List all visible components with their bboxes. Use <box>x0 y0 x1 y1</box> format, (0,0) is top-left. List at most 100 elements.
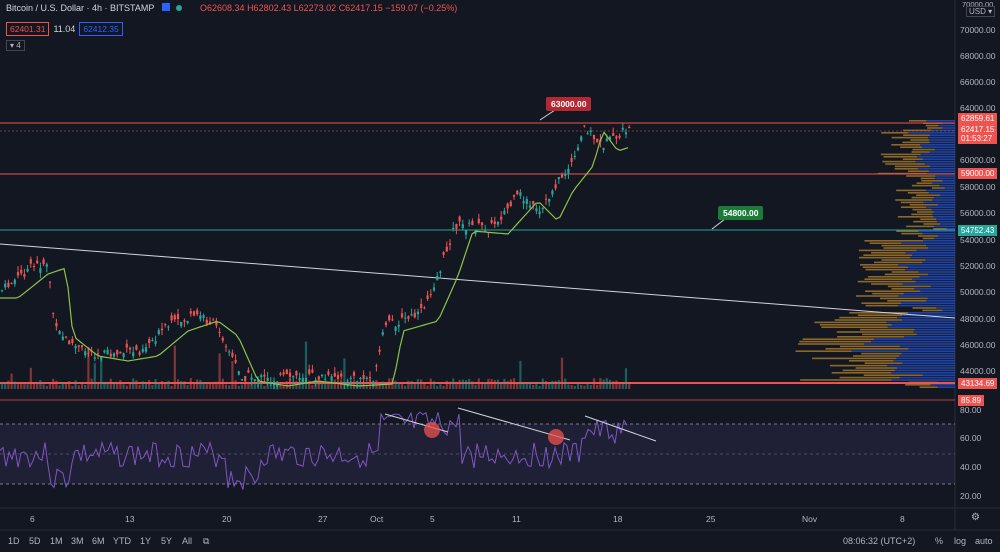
time-tick: 5 <box>430 514 435 524</box>
candle-body <box>423 307 426 309</box>
profile-bar <box>908 312 955 314</box>
profile-bar <box>893 360 955 362</box>
callout-54800[interactable]: 54800.00 <box>718 206 764 220</box>
indicators-toggle[interactable]: ▾ 4 <box>6 40 25 51</box>
range-5y[interactable]: 5Y <box>161 536 173 546</box>
candle-body <box>420 303 423 308</box>
profile-bar <box>891 271 919 273</box>
candle-body <box>448 243 452 245</box>
range-6m[interactable]: 6M <box>92 536 105 546</box>
time-tick: 20 <box>222 514 232 524</box>
volume-bar <box>378 382 381 389</box>
candle-body <box>352 372 356 376</box>
range-1m[interactable]: 1M <box>50 536 63 546</box>
price-tick: 52000.00 <box>960 261 996 271</box>
profile-bar <box>938 235 955 237</box>
volume-bar <box>560 357 564 389</box>
profile-bar <box>887 285 931 288</box>
profile-bar <box>919 276 955 278</box>
sell-button[interactable]: 62401.31 <box>6 22 50 36</box>
profile-bar <box>856 295 899 297</box>
profile-bar <box>829 364 888 367</box>
flag-icon <box>162 3 171 11</box>
volume-bar <box>253 383 256 389</box>
currency-selector[interactable]: USD ▾ <box>966 6 996 17</box>
candle-body <box>372 381 375 387</box>
candle-body <box>292 376 295 378</box>
profile-bar <box>944 187 955 189</box>
volume-bar <box>157 384 160 389</box>
candle-body <box>557 176 560 180</box>
candle-body <box>554 184 557 189</box>
candle-body <box>192 311 196 316</box>
range-5d[interactable]: 5D <box>29 536 41 546</box>
profile-bar <box>930 285 955 288</box>
date-range-icon[interactable]: ⧉ <box>203 536 210 546</box>
profile-bar <box>839 376 900 379</box>
range-1y[interactable]: 1Y <box>140 536 152 546</box>
profile-bar <box>902 283 955 285</box>
volume-bar <box>525 383 528 389</box>
range-1d[interactable]: 1D <box>8 536 20 546</box>
volume-bar <box>541 378 544 389</box>
volume-bar <box>199 380 202 389</box>
volume-bar <box>141 381 144 389</box>
auto-toggle[interactable]: auto <box>975 536 993 546</box>
candle-body <box>180 321 183 327</box>
time-tick: 13 <box>125 514 135 524</box>
profile-bar <box>912 208 932 211</box>
profile-bar <box>902 319 955 321</box>
volume-bar <box>327 381 330 389</box>
profile-bar <box>883 156 918 158</box>
candle-body <box>247 370 250 373</box>
percent-toggle[interactable]: % <box>935 536 944 546</box>
volume-bar <box>404 385 407 389</box>
profile-bar <box>906 225 935 228</box>
buy-button[interactable]: 62412.35 <box>79 22 123 36</box>
candle-body <box>573 155 576 158</box>
price-tick: 48000.00 <box>960 314 996 324</box>
profile-bar <box>882 160 916 163</box>
profile-bar <box>899 355 955 357</box>
candle-body <box>122 353 125 358</box>
range-all[interactable]: All <box>182 536 193 546</box>
profile-bar <box>899 345 955 348</box>
candle-body <box>503 210 506 215</box>
settings-icon[interactable]: ⚙ <box>971 512 980 523</box>
profile-bar <box>858 249 917 252</box>
volume-bar <box>132 378 135 389</box>
profile-bar <box>825 348 909 350</box>
profile-bar <box>904 336 955 338</box>
volume-bar <box>615 380 618 389</box>
volume-bar <box>551 380 554 389</box>
candle-body <box>212 319 215 321</box>
symbol-title[interactable]: Bitcoin / U.S. Dollar · 4h · BITSTAMP <box>6 3 186 13</box>
profile-bar <box>916 333 955 336</box>
time-tick: 25 <box>706 514 716 524</box>
candle-body <box>234 359 237 363</box>
candle-body <box>42 259 45 265</box>
clock-time[interactable]: 08:06:32 (UTC+2) <box>843 536 916 546</box>
candle-body <box>228 351 231 353</box>
range-ytd[interactable]: YTD <box>113 536 131 546</box>
candle-body <box>618 135 621 138</box>
profile-bar <box>898 295 955 297</box>
volume-bar <box>10 373 13 389</box>
candle-body <box>506 203 509 209</box>
profile-bar <box>839 345 900 348</box>
volume-bar <box>71 385 74 389</box>
volume-bar <box>468 378 471 389</box>
callout-63000[interactable]: 63000.00 <box>546 97 592 111</box>
candle-body <box>13 279 16 285</box>
low-value: L62273.02 <box>293 3 337 13</box>
candle-body <box>157 330 160 335</box>
volume-bar <box>461 379 464 389</box>
candle-body <box>119 351 122 354</box>
range-3m[interactable]: 3M <box>71 536 84 546</box>
profile-bar <box>842 369 896 372</box>
profile-bar <box>946 228 955 230</box>
candle-body <box>455 223 458 229</box>
profile-bar <box>942 180 955 182</box>
log-toggle[interactable]: log <box>954 536 967 546</box>
